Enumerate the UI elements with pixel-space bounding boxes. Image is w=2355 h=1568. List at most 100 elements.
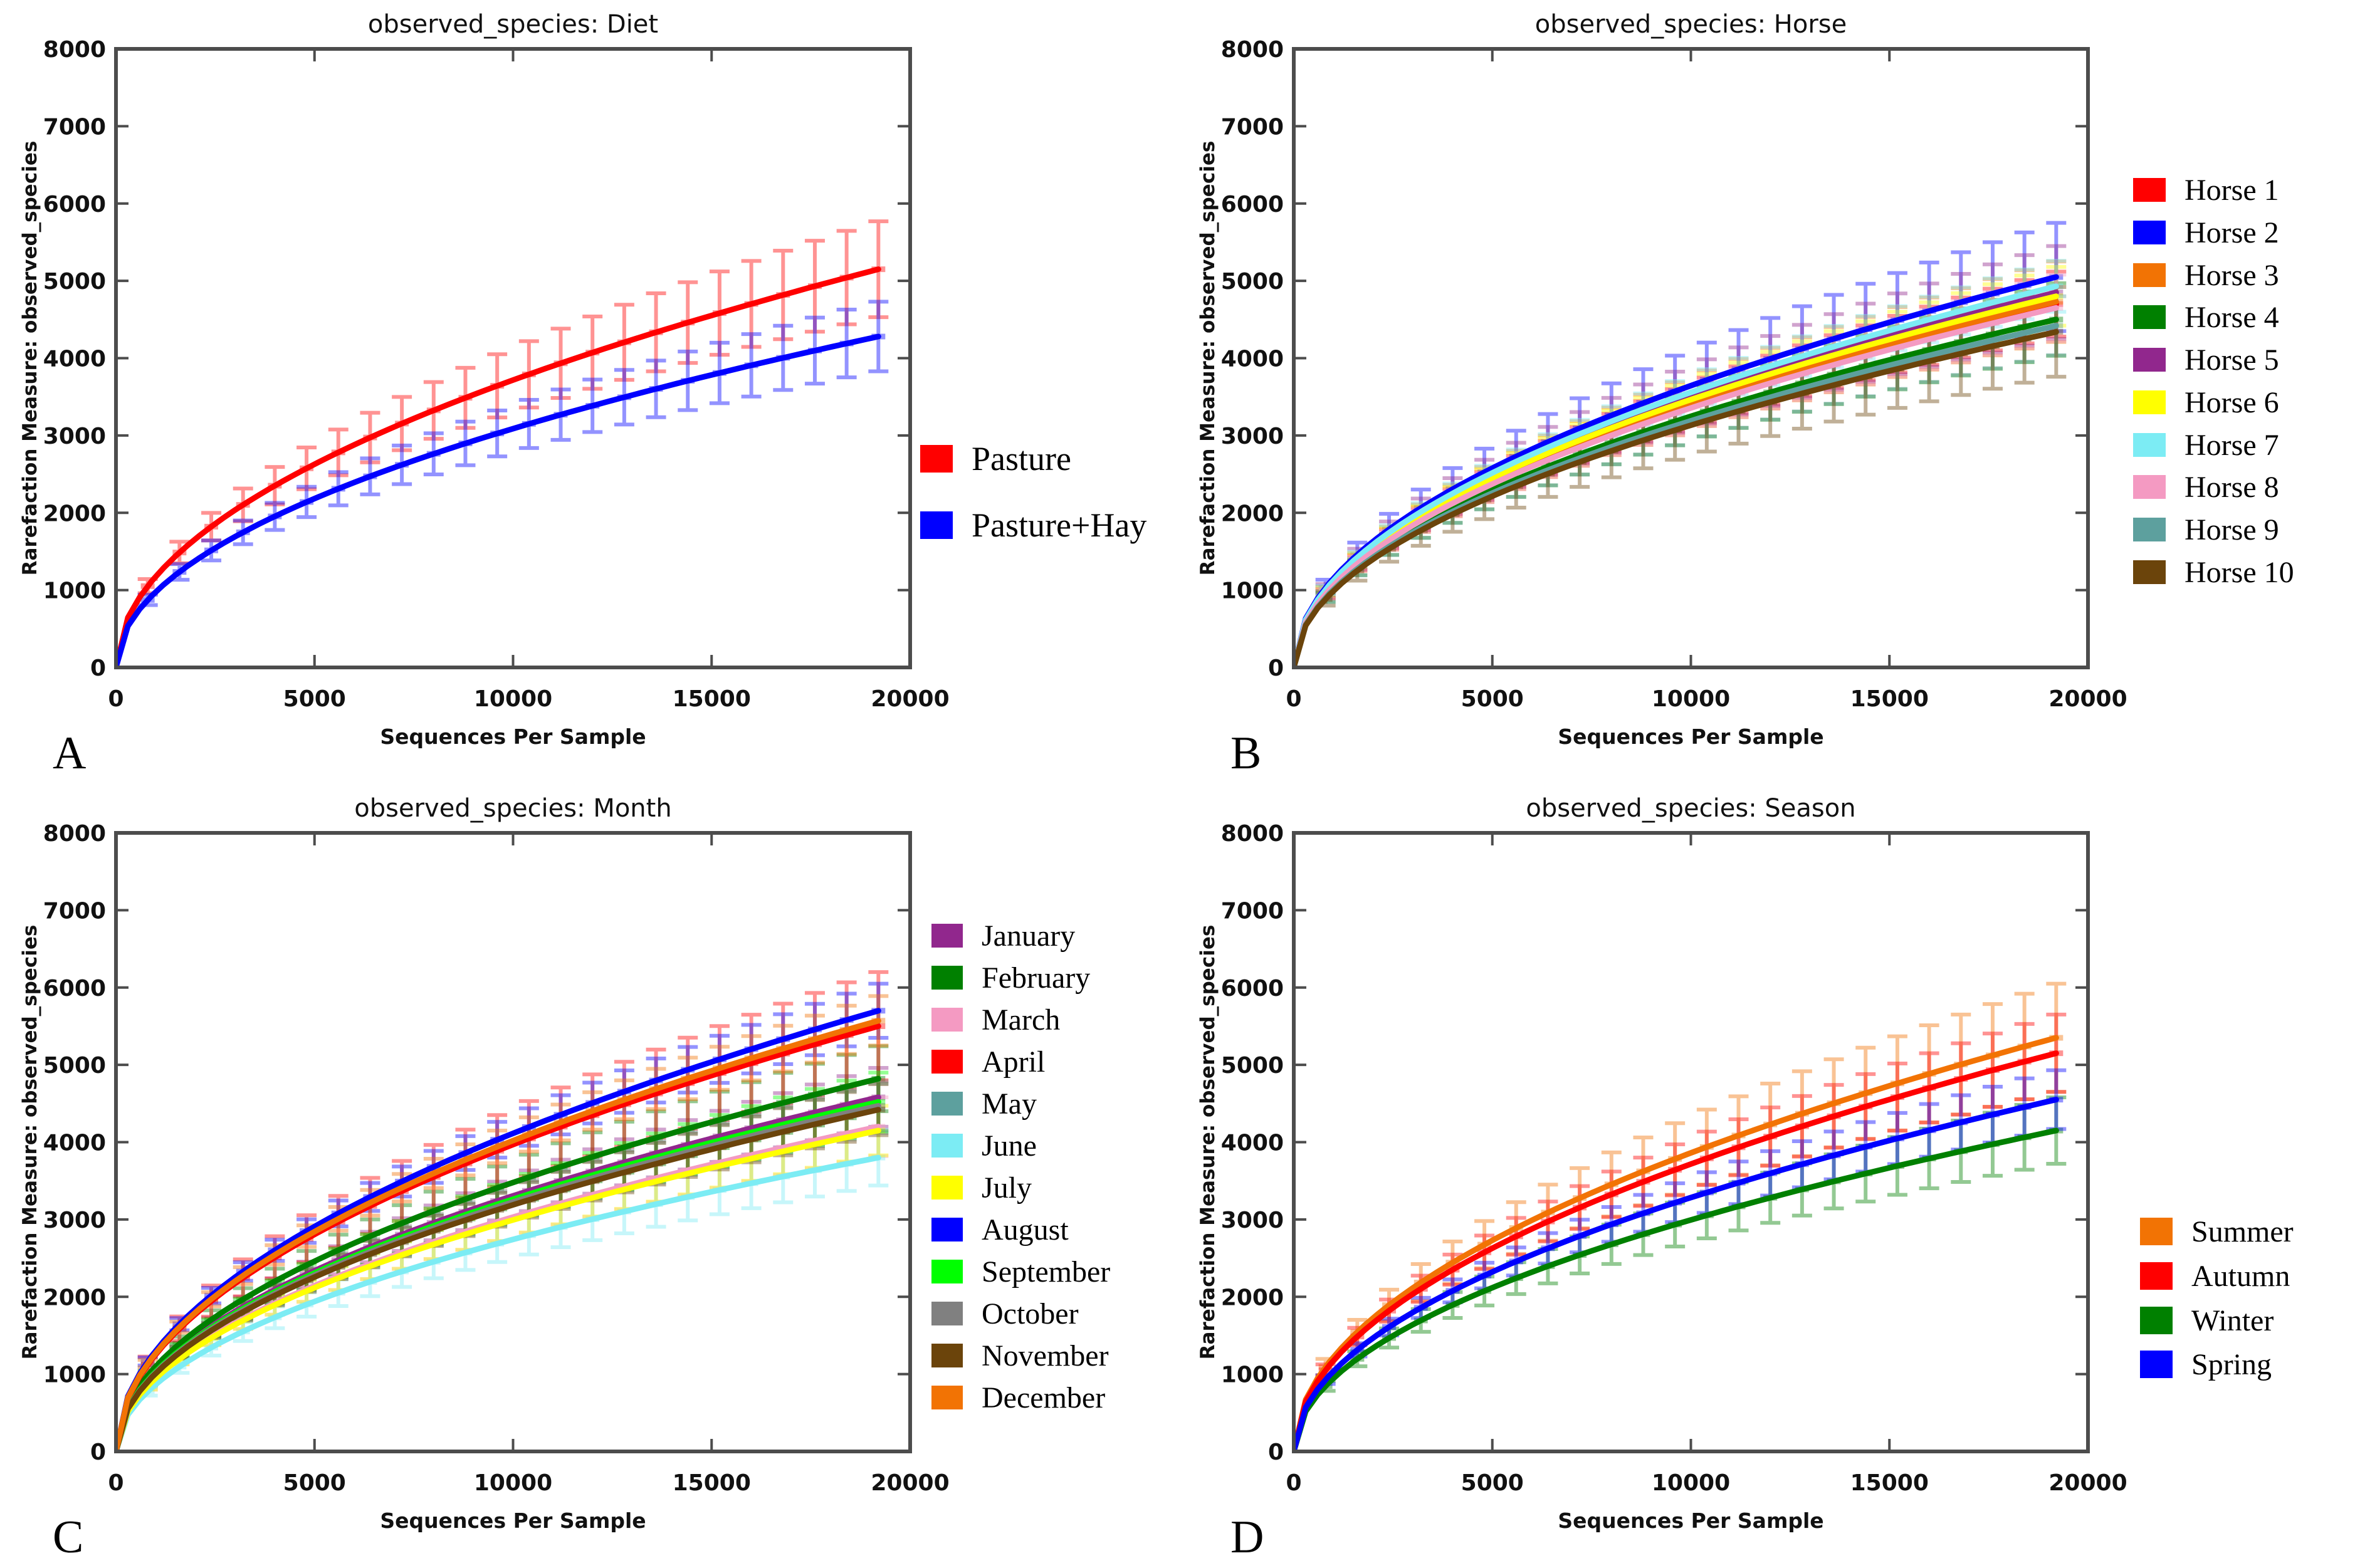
- x-tick-label: 15000: [1850, 686, 1929, 712]
- legend-label: Horse 6: [2185, 385, 2279, 419]
- legend-label: October: [982, 1297, 1079, 1330]
- curve-month-december: [113, 1018, 881, 1455]
- x-tick-label: 15000: [673, 1470, 751, 1496]
- legend-label: Summer: [2191, 1215, 2294, 1248]
- margin-right: [2090, 784, 2355, 1568]
- errorbars-diet-1: [137, 300, 889, 607]
- legend-swatch: [931, 1092, 963, 1116]
- legend-swatch: [2133, 178, 2166, 202]
- legend-swatch: [2133, 263, 2166, 287]
- x-axis-label: Sequences Per Sample: [380, 724, 646, 749]
- panel-letter-d: D: [1230, 1512, 1264, 1563]
- y-axis-label: Rarefaction Measure: observed_species: [1197, 141, 1219, 576]
- legend-swatch: [2133, 305, 2166, 329]
- x-tick-label: 0: [108, 686, 123, 712]
- legend-label: November: [982, 1339, 1109, 1372]
- legend-swatch: [2133, 475, 2166, 499]
- panel-letter-b: B: [1230, 728, 1262, 779]
- x-tick-label: 0: [1286, 1470, 1301, 1496]
- y-tick-label: 1000: [1221, 578, 1284, 604]
- legend-swatch: [2133, 221, 2166, 244]
- legend-label: March: [982, 1003, 1061, 1037]
- y-tick-label: 6000: [1221, 192, 1284, 217]
- legend-swatch: [931, 924, 963, 948]
- y-axis-label: Rarefaction Measure: observed_species: [1197, 925, 1219, 1360]
- curve-season-winter: [1291, 1127, 2059, 1455]
- legend-swatch: [2133, 560, 2166, 584]
- y-tick-label: 8000: [1221, 37, 1284, 63]
- legend-item-month-november: November: [931, 1339, 1109, 1372]
- legend-swatch: [2133, 390, 2166, 414]
- legend-swatch: [2140, 1218, 2173, 1245]
- y-tick-label: 0: [90, 1440, 106, 1465]
- legend-item-diet-pasture: Pasture: [920, 440, 1071, 478]
- chart-title: observed_species: Month: [354, 794, 671, 823]
- legend-swatch: [931, 1008, 963, 1032]
- legend-item-horse-horse-6: Horse 6: [2133, 385, 2279, 419]
- margin-right: [912, 0, 1177, 784]
- legend-swatch: [2140, 1307, 2173, 1334]
- legend-label: Horse 5: [2185, 343, 2279, 377]
- y-tick-label: 2000: [1221, 1285, 1284, 1310]
- errorbars-month-0: [137, 1066, 889, 1386]
- y-axis-label: Rarefaction Measure: observed_species: [19, 141, 41, 576]
- legend-swatch: [931, 1176, 963, 1200]
- ticks: [115, 48, 911, 669]
- y-tick-label: 4000: [1221, 1131, 1284, 1156]
- chart-month: 0 5000 10000 15000 20000 0 1000 2000 3000 4000 500…: [0, 784, 1177, 1568]
- y-tick-label: 2000: [1221, 501, 1284, 526]
- legend-label: Horse 7: [2185, 428, 2279, 462]
- legend-label: Winter: [2191, 1304, 2274, 1337]
- legend-label: May: [982, 1087, 1037, 1121]
- curve-month-august: [113, 1008, 881, 1455]
- ticks: [1293, 832, 2089, 1453]
- legend-item-month-may: May: [931, 1087, 1037, 1121]
- y-tick-label: 0: [1268, 1440, 1284, 1465]
- legend-item-horse-horse-9: Horse 9: [2133, 513, 2279, 546]
- y-tick-label: 8000: [43, 821, 106, 847]
- margin-left: [0, 784, 114, 1568]
- legend-item-horse-horse-4: Horse 4: [2133, 301, 2279, 334]
- margin-left: [1178, 0, 1292, 784]
- legend-label: Horse 3: [2185, 258, 2279, 292]
- x-axis-label: Sequences Per Sample: [380, 1508, 646, 1533]
- legend-item-horse-horse-5: Horse 5: [2133, 343, 2279, 377]
- y-tick-label: 5000: [1221, 269, 1284, 295]
- plot-box: [1292, 831, 2090, 1453]
- legend-item-horse-horse-3: Horse 3: [2133, 258, 2279, 292]
- legend-swatch: [931, 1302, 963, 1325]
- errorbars-season-2: [1315, 1095, 2067, 1393]
- curve-season-autumn: [1291, 1050, 2059, 1455]
- panel-month: 0 5000 10000 15000 20000 0 1000 2000 3000 4000 500…: [0, 784, 1177, 1568]
- y-tick-label: 7000: [1221, 898, 1284, 924]
- y-tick-label: 6000: [1221, 976, 1284, 1001]
- y-tick-label: 5000: [43, 1053, 106, 1079]
- x-tick-label: 5000: [283, 686, 346, 712]
- x-tick-label: 5000: [1461, 686, 1524, 712]
- legend-label: July: [982, 1171, 1032, 1205]
- legend-label: Autumn: [2191, 1259, 2290, 1293]
- legend-swatch: [2133, 518, 2166, 541]
- margin-left: [0, 0, 114, 784]
- y-tick-label: 2000: [43, 1285, 106, 1310]
- legend-item-horse-horse-2: Horse 2: [2133, 216, 2279, 249]
- legend-label: Horse 1: [2185, 173, 2279, 207]
- y-tick-label: 3000: [43, 424, 106, 449]
- legend-swatch: [931, 966, 963, 990]
- legend-item-horse-horse-7: Horse 7: [2133, 428, 2279, 462]
- y-tick-label: 1000: [1221, 1362, 1284, 1388]
- x-tick-label: 20000: [871, 1470, 949, 1496]
- y-tick-label: 3000: [1221, 424, 1284, 449]
- y-tick-label: 1000: [43, 1362, 106, 1388]
- y-tick-label: 4000: [43, 347, 106, 372]
- legend-swatch: [920, 511, 953, 539]
- x-tick-label: 10000: [474, 686, 552, 712]
- chart-diet: 0 5000 10000 15000 20000 0 1000 2000 3000 4000 500…: [0, 0, 1177, 784]
- legend-swatch: [931, 1050, 963, 1074]
- y-tick-label: 8000: [43, 37, 106, 63]
- x-tick-label: 0: [1286, 686, 1301, 712]
- panel-season: 0 5000 10000 15000 20000 0 1000 2000 3000 4000 500…: [1178, 784, 2355, 1568]
- legend-swatch: [931, 1218, 963, 1241]
- legend-swatch: [2140, 1262, 2173, 1290]
- legend-label: April: [982, 1045, 1046, 1079]
